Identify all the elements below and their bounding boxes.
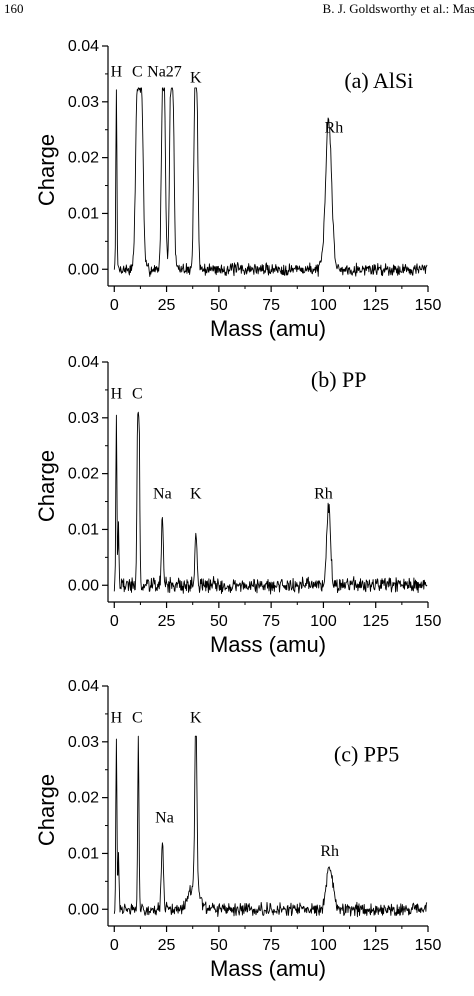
x-tick-label: 50 (210, 297, 228, 314)
x-axis-title: Mass (amu) (210, 632, 326, 657)
peak-label: K (190, 709, 202, 726)
x-tick-label: 150 (415, 297, 442, 314)
peak-label: K (190, 69, 202, 86)
y-tick-label: 0.02 (68, 150, 99, 167)
x-tick-label: 150 (415, 613, 442, 630)
y-axis-title: Charge (34, 450, 59, 522)
peak-label: H (111, 709, 123, 726)
y-tick-label: 0.01 (68, 845, 99, 862)
x-tick-label: 25 (158, 613, 176, 630)
y-tick-label: 0.00 (68, 901, 99, 918)
peak-label: C (132, 385, 143, 402)
peak-label: Na (153, 486, 172, 503)
x-tick-label: 100 (310, 297, 337, 314)
peak-label: Na27 (147, 64, 182, 81)
peak-label: Rh (314, 486, 333, 503)
panel-label: (b) PP (311, 367, 367, 392)
spectrum-chart-alsi: 0.00 0.01 0.02 0.03 0.04 0 25 50 75 100 125 150 Mass… (34, 38, 442, 341)
spectrum-line (113, 87, 428, 277)
peak-label: K (190, 486, 202, 503)
x-tick-label: 25 (158, 937, 176, 954)
x-tick-label: 50 (210, 613, 228, 630)
y-tick-label: 0.03 (68, 734, 99, 751)
x-tick-label: 25 (158, 297, 176, 314)
x-tick-label: 125 (362, 613, 389, 630)
y-axis-title: Charge (34, 774, 59, 846)
x-tick-label: 0 (110, 937, 119, 954)
panel-label: (a) AlSi (344, 68, 413, 93)
y-tick-label: 0.02 (68, 790, 99, 807)
x-axis-title: Mass (amu) (210, 956, 326, 981)
x-tick-label: 0 (110, 297, 119, 314)
x-tick-label: 50 (210, 937, 228, 954)
x-tick-label: 0 (110, 613, 119, 630)
x-tick-label: 75 (262, 613, 280, 630)
y-axis-title: Charge (34, 134, 59, 206)
running-header: B. J. Goldsworthy et al.: Mass (322, 1, 474, 16)
y-tick-label: 0.01 (68, 521, 99, 538)
y-tick-label: 0.03 (68, 410, 99, 427)
peak-label: C (132, 64, 143, 81)
peak-label: H (111, 385, 123, 402)
peak-label: H (111, 64, 123, 81)
y-tick-label: 0.03 (68, 94, 99, 111)
y-tick-label: 0.00 (68, 261, 99, 278)
y-tick-label: 0.04 (68, 38, 99, 55)
y-tick-label: 0.00 (68, 577, 99, 594)
peak-label: Rh (325, 120, 344, 137)
page-number: 160 (4, 1, 24, 16)
x-tick-label: 100 (310, 613, 337, 630)
y-tick-label: 0.01 (68, 205, 99, 222)
spectrum-line (113, 735, 428, 918)
x-axis-title: Mass (amu) (210, 316, 326, 341)
x-tick-label: 150 (415, 937, 442, 954)
y-tick-label: 0.02 (68, 466, 99, 483)
spectrum-chart-pp5: 0.00 0.01 0.02 0.03 0.04 0 25 50 75 100 125 150 Mass… (34, 678, 442, 981)
peak-label: C (132, 709, 143, 726)
x-tick-label: 100 (310, 937, 337, 954)
x-tick-label: 75 (262, 937, 280, 954)
panel-label: (c) PP5 (334, 741, 399, 766)
y-tick-label: 0.04 (68, 354, 99, 371)
peak-label: Na (155, 810, 174, 827)
spectrum-line (113, 411, 428, 595)
x-tick-label: 125 (362, 937, 389, 954)
x-tick-label: 125 (362, 297, 389, 314)
x-tick-label: 75 (262, 297, 280, 314)
y-tick-label: 0.04 (68, 678, 99, 695)
peak-label: Rh (320, 843, 339, 860)
spectrum-chart-pp: 0.00 0.01 0.02 0.03 0.04 0 25 50 75 100 125 150 Mass… (34, 354, 442, 657)
